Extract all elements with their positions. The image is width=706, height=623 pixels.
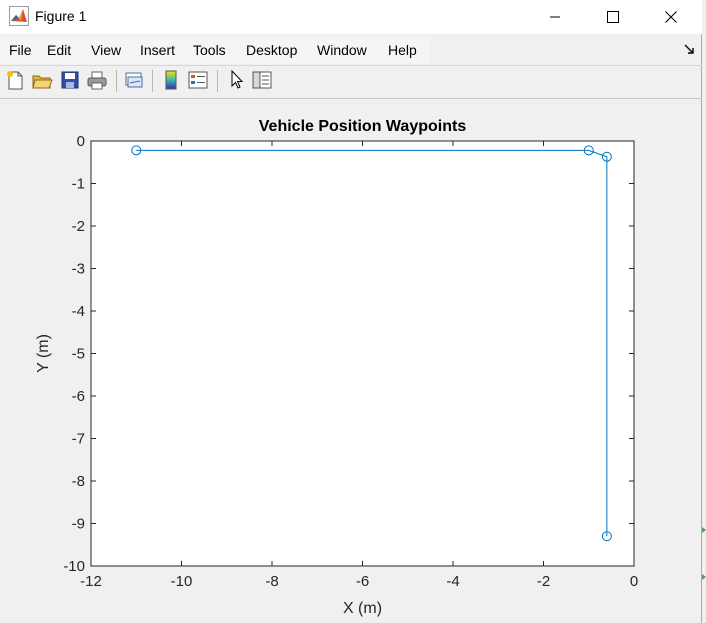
new-figure-icon[interactable] bbox=[4, 69, 26, 91]
menu-bar: File Edit View Insert Tools Desktop Wind… bbox=[0, 37, 430, 64]
x-tick-label: -2 bbox=[537, 573, 550, 590]
x-tick-label: -8 bbox=[265, 573, 278, 590]
y-tick-label: -7 bbox=[72, 431, 85, 448]
y-tick-label: -5 bbox=[72, 346, 85, 363]
link-plot-icon[interactable] bbox=[123, 69, 145, 91]
waypoint-marker bbox=[131, 145, 142, 156]
open-file-icon[interactable] bbox=[31, 69, 53, 91]
matlab-logo-icon bbox=[9, 6, 29, 26]
waypoint-marker bbox=[601, 151, 612, 162]
y-tick-label: -6 bbox=[72, 388, 85, 405]
y-tick-label: -4 bbox=[72, 303, 85, 320]
menu-insert[interactable]: Insert bbox=[140, 42, 176, 58]
figure-toolbar bbox=[0, 67, 702, 97]
menu-desktop[interactable]: Desktop bbox=[246, 42, 298, 58]
edit-plot-icon[interactable] bbox=[226, 69, 248, 91]
minimize-button[interactable] bbox=[532, 0, 578, 34]
window-title: Figure 1 bbox=[35, 8, 87, 24]
y-tick-label: -1 bbox=[72, 176, 85, 193]
edge-mark bbox=[702, 567, 706, 580]
property-inspector-icon[interactable] bbox=[251, 69, 273, 91]
x-tick-label: -6 bbox=[356, 573, 369, 590]
y-tick-label: -3 bbox=[72, 261, 85, 278]
y-axis-label: Y (m) bbox=[35, 334, 52, 373]
menu-tools[interactable]: Tools bbox=[193, 42, 226, 58]
menu-edit[interactable]: Edit bbox=[47, 42, 72, 58]
chart-title: Vehicle Position Waypoints bbox=[259, 118, 467, 135]
dock-arrow-icon[interactable] bbox=[684, 43, 696, 55]
title-bar[interactable]: Figure 1 bbox=[0, 0, 702, 34]
waypoint-marker bbox=[583, 145, 594, 156]
insert-colorbar-icon[interactable] bbox=[160, 69, 182, 91]
x-axis-label: X (m) bbox=[343, 600, 382, 617]
close-icon bbox=[665, 11, 677, 23]
insert-legend-icon[interactable] bbox=[187, 69, 209, 91]
series-line bbox=[136, 149, 608, 537]
y-tick-label: -8 bbox=[72, 473, 85, 490]
close-button[interactable] bbox=[648, 0, 694, 34]
x-tick-label: -4 bbox=[446, 573, 459, 590]
save-icon[interactable] bbox=[59, 69, 81, 91]
toolbar-separator bbox=[152, 70, 153, 92]
print-icon[interactable] bbox=[86, 69, 108, 91]
y-tick-label: -10 bbox=[63, 558, 85, 575]
menu-window[interactable]: Window bbox=[317, 42, 367, 58]
menu-file[interactable]: File bbox=[9, 42, 32, 58]
x-tick-label: -10 bbox=[171, 573, 193, 590]
figure-canvas: -12 -10 -8 -6 -4 -2 0 0 -1 -2 -3 -4 -5 -6 -7 -8 -9 -10 Veh… bbox=[0, 99, 701, 623]
chart: -12 -10 -8 -6 -4 -2 00-1-2-3-4-5-6-7-8-9-10Veh… bbox=[35, 118, 638, 617]
toolbar-separator bbox=[116, 70, 117, 92]
menu-help[interactable]: Help bbox=[388, 42, 417, 58]
menu-view[interactable]: View bbox=[91, 42, 122, 58]
maximize-button[interactable] bbox=[590, 0, 636, 34]
menu-separator bbox=[0, 65, 702, 66]
plot-area bbox=[90, 140, 635, 567]
y-tick-label: -2 bbox=[72, 218, 85, 235]
waypoint-marker bbox=[601, 531, 612, 542]
x-tick-label: 0 bbox=[630, 573, 638, 590]
edge-mark bbox=[702, 520, 706, 533]
y-tick-label: -9 bbox=[72, 516, 85, 533]
toolbar-separator-line bbox=[0, 98, 702, 99]
y-tick-label: 0 bbox=[77, 133, 85, 150]
maximize-icon bbox=[607, 11, 619, 23]
minimize-icon bbox=[550, 16, 560, 18]
toolbar-separator bbox=[217, 70, 218, 92]
x-tick-label: -12 bbox=[80, 573, 102, 590]
